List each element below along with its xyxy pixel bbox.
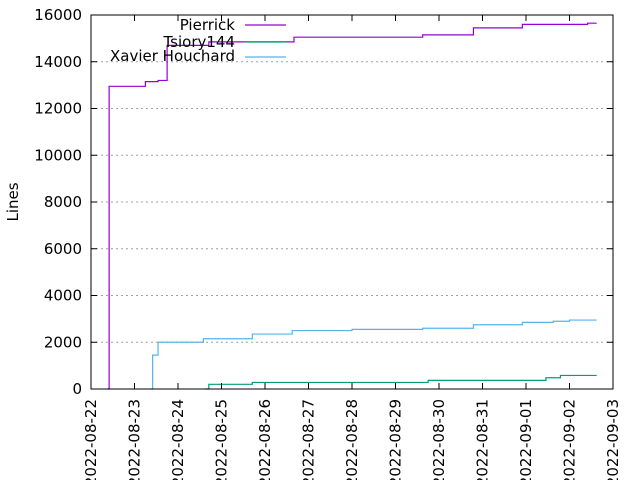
x-tick-label: 2022-08-26 bbox=[256, 399, 274, 480]
y-tick-label: 10000 bbox=[34, 146, 82, 164]
y-tick-label: 12000 bbox=[34, 100, 82, 118]
x-tick-label: 2022-08-22 bbox=[82, 399, 100, 480]
y-tick-label: 0 bbox=[72, 380, 82, 398]
x-tick-label: 2022-09-01 bbox=[517, 399, 535, 480]
series-line-tsiory144 bbox=[205, 374, 597, 390]
y-tick-label: 4000 bbox=[44, 287, 82, 305]
x-axis-tick-labels: 2022-08-22 2022-08-23 2022-08-24 2022-08-25… bbox=[82, 399, 622, 480]
legend-label-pierrick: Pierrick bbox=[180, 16, 236, 34]
grid-lines bbox=[91, 61, 613, 343]
y-tick-label: 14000 bbox=[34, 53, 82, 71]
x-tick-label: 2022-08-23 bbox=[126, 399, 144, 480]
y-tick-label: 16000 bbox=[34, 6, 82, 24]
y-tick-label: 6000 bbox=[44, 240, 82, 258]
x-tick-label: 2022-09-03 bbox=[604, 399, 622, 480]
y-tick-label: 8000 bbox=[44, 193, 82, 211]
legend-label-xavier-houchard: Xavier Houchard bbox=[110, 47, 235, 65]
series-lines bbox=[107, 22, 597, 390]
legend: Pierrick Tsiory144 Xavier Houchard bbox=[110, 16, 286, 65]
x-tick-label: 2022-08-28 bbox=[343, 399, 361, 480]
x-tick-label: 2022-09-02 bbox=[561, 399, 579, 480]
x-tick-label: 2022-08-30 bbox=[430, 399, 448, 480]
x-tick-label: 2022-08-31 bbox=[474, 399, 492, 480]
axis-ticks bbox=[90, 14, 614, 390]
series-line-pierrick bbox=[107, 22, 597, 390]
y-axis-tick-labels: 0 2000 4000 6000 8000 10000 12000 14000 16000 bbox=[34, 6, 82, 398]
x-tick-label: 2022-08-25 bbox=[213, 399, 231, 480]
y-tick-label: 2000 bbox=[44, 333, 82, 351]
x-tick-label: 2022-08-27 bbox=[300, 399, 318, 480]
x-tick-label: 2022-08-29 bbox=[387, 399, 405, 480]
y-axis-title: Lines bbox=[4, 182, 22, 221]
series-line-xavier-houchard bbox=[150, 319, 597, 390]
x-tick-label: 2022-08-24 bbox=[169, 399, 187, 480]
legend-label-tsiory144: Tsiory144 bbox=[162, 33, 235, 51]
